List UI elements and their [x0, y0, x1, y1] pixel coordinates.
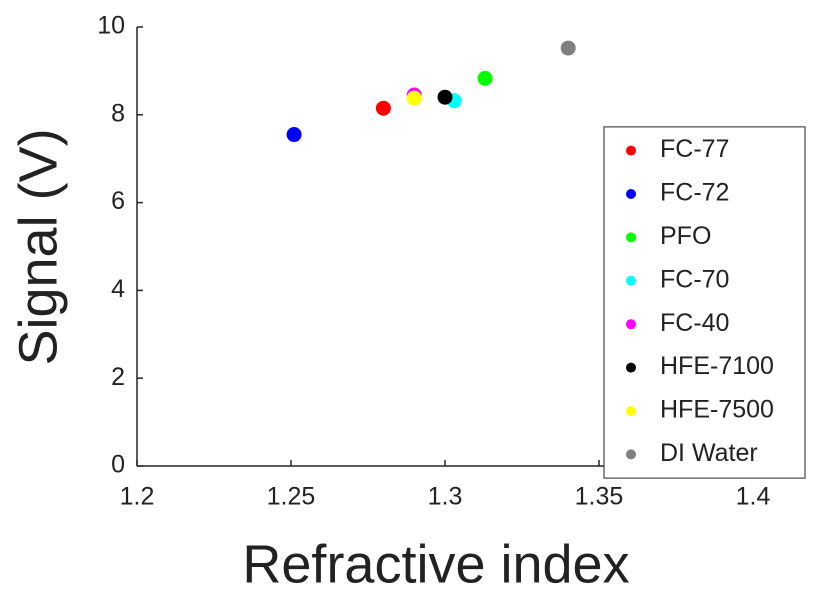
- legend-marker: [626, 232, 636, 243]
- point: [477, 70, 493, 86]
- y-axis-label: Signal (V): [8, 128, 68, 365]
- point: [560, 40, 576, 56]
- legend-label: FC-70: [660, 265, 729, 293]
- legend-marker: [626, 189, 636, 199]
- legend-label: HFE-7500: [660, 396, 774, 424]
- y-tick-label: 8: [111, 99, 125, 127]
- point: [375, 100, 391, 116]
- legend-box: [603, 126, 806, 479]
- x-tick-label: 1.3: [428, 483, 463, 511]
- legend-label: FC-40: [660, 309, 729, 337]
- legend-label: FC-72: [660, 179, 729, 207]
- y-tick-label: 0: [111, 451, 125, 479]
- x-tick-label: 1.35: [575, 483, 624, 511]
- legend-marker: [626, 449, 636, 460]
- x-tick-label: 1.25: [267, 483, 316, 511]
- y-tick-label: 4: [111, 275, 125, 303]
- legend-marker: [626, 406, 636, 416]
- point: [286, 127, 302, 143]
- legend-marker: [626, 319, 636, 330]
- legend-label: DI Water: [660, 439, 758, 467]
- x-tick-label: 1.4: [736, 483, 771, 511]
- x-tick-label: 1.2: [120, 483, 155, 511]
- legend-marker: [626, 362, 636, 373]
- legend-label: HFE-7100: [660, 352, 774, 380]
- legend-marker: [626, 275, 636, 286]
- legend-label: PFO: [660, 222, 711, 250]
- y-tick-label: 6: [111, 187, 125, 215]
- x-axis-label: Refractive index: [242, 534, 629, 592]
- y-tick-label: 2: [111, 363, 125, 391]
- legend-marker: [626, 145, 636, 156]
- y-tick-label: 10: [97, 12, 125, 40]
- point: [437, 89, 453, 105]
- point: [406, 90, 422, 106]
- legend-label: FC-77: [660, 135, 729, 163]
